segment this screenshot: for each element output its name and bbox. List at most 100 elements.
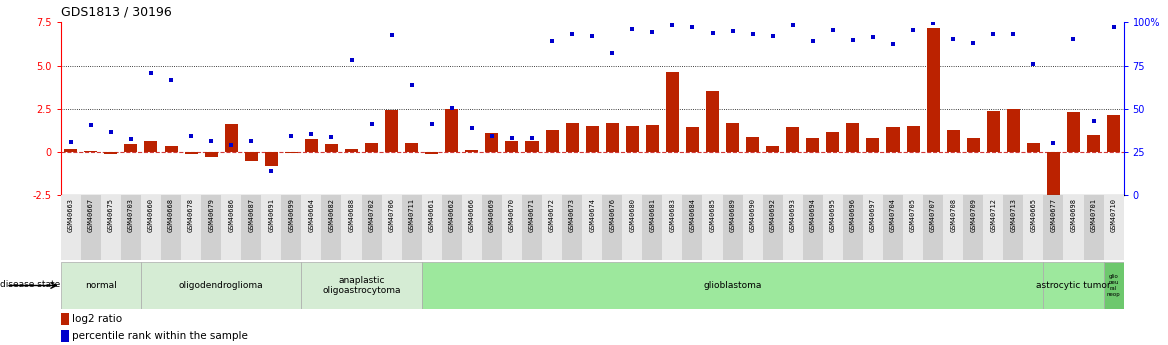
Text: GSM40676: GSM40676 bbox=[610, 198, 616, 232]
Bar bbox=[623, 195, 642, 260]
Text: GSM40663: GSM40663 bbox=[68, 198, 74, 232]
Text: GSM40703: GSM40703 bbox=[128, 198, 134, 232]
Text: GSM40696: GSM40696 bbox=[850, 198, 856, 232]
Text: GSM40691: GSM40691 bbox=[269, 198, 274, 232]
Bar bbox=[385, 110, 398, 152]
Point bbox=[222, 142, 241, 148]
Bar bbox=[84, 151, 97, 152]
Point bbox=[764, 33, 783, 39]
Point bbox=[161, 77, 180, 83]
Bar bbox=[702, 195, 723, 260]
Text: GSM40677: GSM40677 bbox=[1050, 198, 1056, 232]
Text: GSM40682: GSM40682 bbox=[328, 198, 334, 232]
Point bbox=[402, 82, 420, 87]
Bar bbox=[662, 195, 682, 260]
Bar bbox=[242, 195, 262, 260]
Text: anaplastic
oligoastrocytoma: anaplastic oligoastrocytoma bbox=[322, 276, 401, 295]
Point bbox=[823, 27, 842, 33]
Text: percentile rank within the sample: percentile rank within the sample bbox=[72, 332, 248, 341]
Bar bbox=[1104, 262, 1124, 309]
Text: GSM40698: GSM40698 bbox=[1071, 198, 1077, 232]
Bar bbox=[482, 195, 502, 260]
Text: GSM40686: GSM40686 bbox=[228, 198, 235, 232]
Text: GSM40711: GSM40711 bbox=[409, 198, 415, 232]
Text: GSM40679: GSM40679 bbox=[208, 198, 214, 232]
Bar bbox=[606, 123, 619, 152]
Bar bbox=[686, 127, 698, 152]
Point bbox=[583, 33, 602, 39]
Bar bbox=[923, 195, 943, 260]
Text: disease state: disease state bbox=[0, 280, 61, 289]
Bar bbox=[185, 152, 197, 155]
Bar bbox=[763, 195, 783, 260]
Point bbox=[784, 22, 802, 28]
Point bbox=[964, 40, 982, 46]
Point bbox=[904, 27, 923, 33]
Bar bbox=[100, 195, 121, 260]
Bar bbox=[486, 133, 499, 152]
Point bbox=[362, 121, 381, 127]
Text: GSM40671: GSM40671 bbox=[529, 198, 535, 232]
Bar bbox=[1043, 262, 1104, 309]
Point bbox=[1104, 24, 1122, 29]
Text: GSM40709: GSM40709 bbox=[971, 198, 976, 232]
Bar bbox=[345, 149, 359, 152]
Point bbox=[463, 125, 481, 130]
Bar bbox=[943, 195, 964, 260]
Bar bbox=[442, 195, 461, 260]
Point bbox=[522, 135, 541, 141]
Bar bbox=[903, 195, 923, 260]
Bar bbox=[465, 150, 479, 152]
Bar bbox=[582, 195, 603, 260]
Point bbox=[723, 28, 742, 34]
Text: GSM40684: GSM40684 bbox=[689, 198, 695, 232]
Bar bbox=[743, 195, 763, 260]
Point bbox=[944, 36, 962, 41]
Text: GSM40674: GSM40674 bbox=[589, 198, 596, 232]
Bar bbox=[926, 28, 939, 152]
Text: GSM40667: GSM40667 bbox=[88, 198, 93, 232]
Point bbox=[182, 134, 201, 139]
Bar bbox=[666, 71, 679, 152]
Bar bbox=[321, 195, 341, 260]
Bar bbox=[245, 152, 258, 161]
Text: GSM40705: GSM40705 bbox=[910, 198, 916, 232]
Bar bbox=[1107, 115, 1120, 152]
Bar bbox=[1043, 195, 1063, 260]
Bar bbox=[1023, 195, 1043, 260]
Point bbox=[983, 32, 1002, 37]
Text: GSM40710: GSM40710 bbox=[1111, 198, 1117, 232]
Text: GSM40685: GSM40685 bbox=[709, 198, 716, 232]
Bar bbox=[964, 195, 983, 260]
Bar bbox=[141, 262, 301, 309]
Bar bbox=[826, 132, 840, 152]
Bar bbox=[281, 195, 301, 260]
Text: GSM40675: GSM40675 bbox=[107, 198, 113, 232]
Bar bbox=[565, 123, 578, 152]
Point bbox=[502, 135, 521, 141]
Text: oligodendroglioma: oligodendroglioma bbox=[179, 281, 264, 290]
Bar bbox=[224, 124, 238, 152]
Text: GSM40706: GSM40706 bbox=[389, 198, 395, 232]
Point bbox=[703, 30, 722, 36]
Text: GSM40702: GSM40702 bbox=[369, 198, 375, 232]
Text: GSM40660: GSM40660 bbox=[148, 198, 154, 232]
Point bbox=[102, 129, 120, 135]
Bar bbox=[1104, 195, 1124, 260]
Bar bbox=[61, 313, 69, 325]
Point bbox=[623, 27, 641, 32]
Point bbox=[62, 139, 81, 145]
Text: GSM40712: GSM40712 bbox=[990, 198, 996, 232]
Bar bbox=[723, 195, 743, 260]
Bar bbox=[121, 195, 141, 260]
Text: GSM40693: GSM40693 bbox=[790, 198, 795, 232]
Text: GSM40708: GSM40708 bbox=[950, 198, 957, 232]
Point bbox=[563, 31, 582, 36]
Text: astrocytic tumor: astrocytic tumor bbox=[1036, 281, 1111, 290]
Point bbox=[804, 38, 822, 43]
Bar bbox=[967, 138, 980, 152]
Bar bbox=[502, 195, 522, 260]
Bar bbox=[1047, 152, 1059, 214]
Bar bbox=[405, 143, 418, 152]
Text: GSM40666: GSM40666 bbox=[468, 198, 475, 232]
